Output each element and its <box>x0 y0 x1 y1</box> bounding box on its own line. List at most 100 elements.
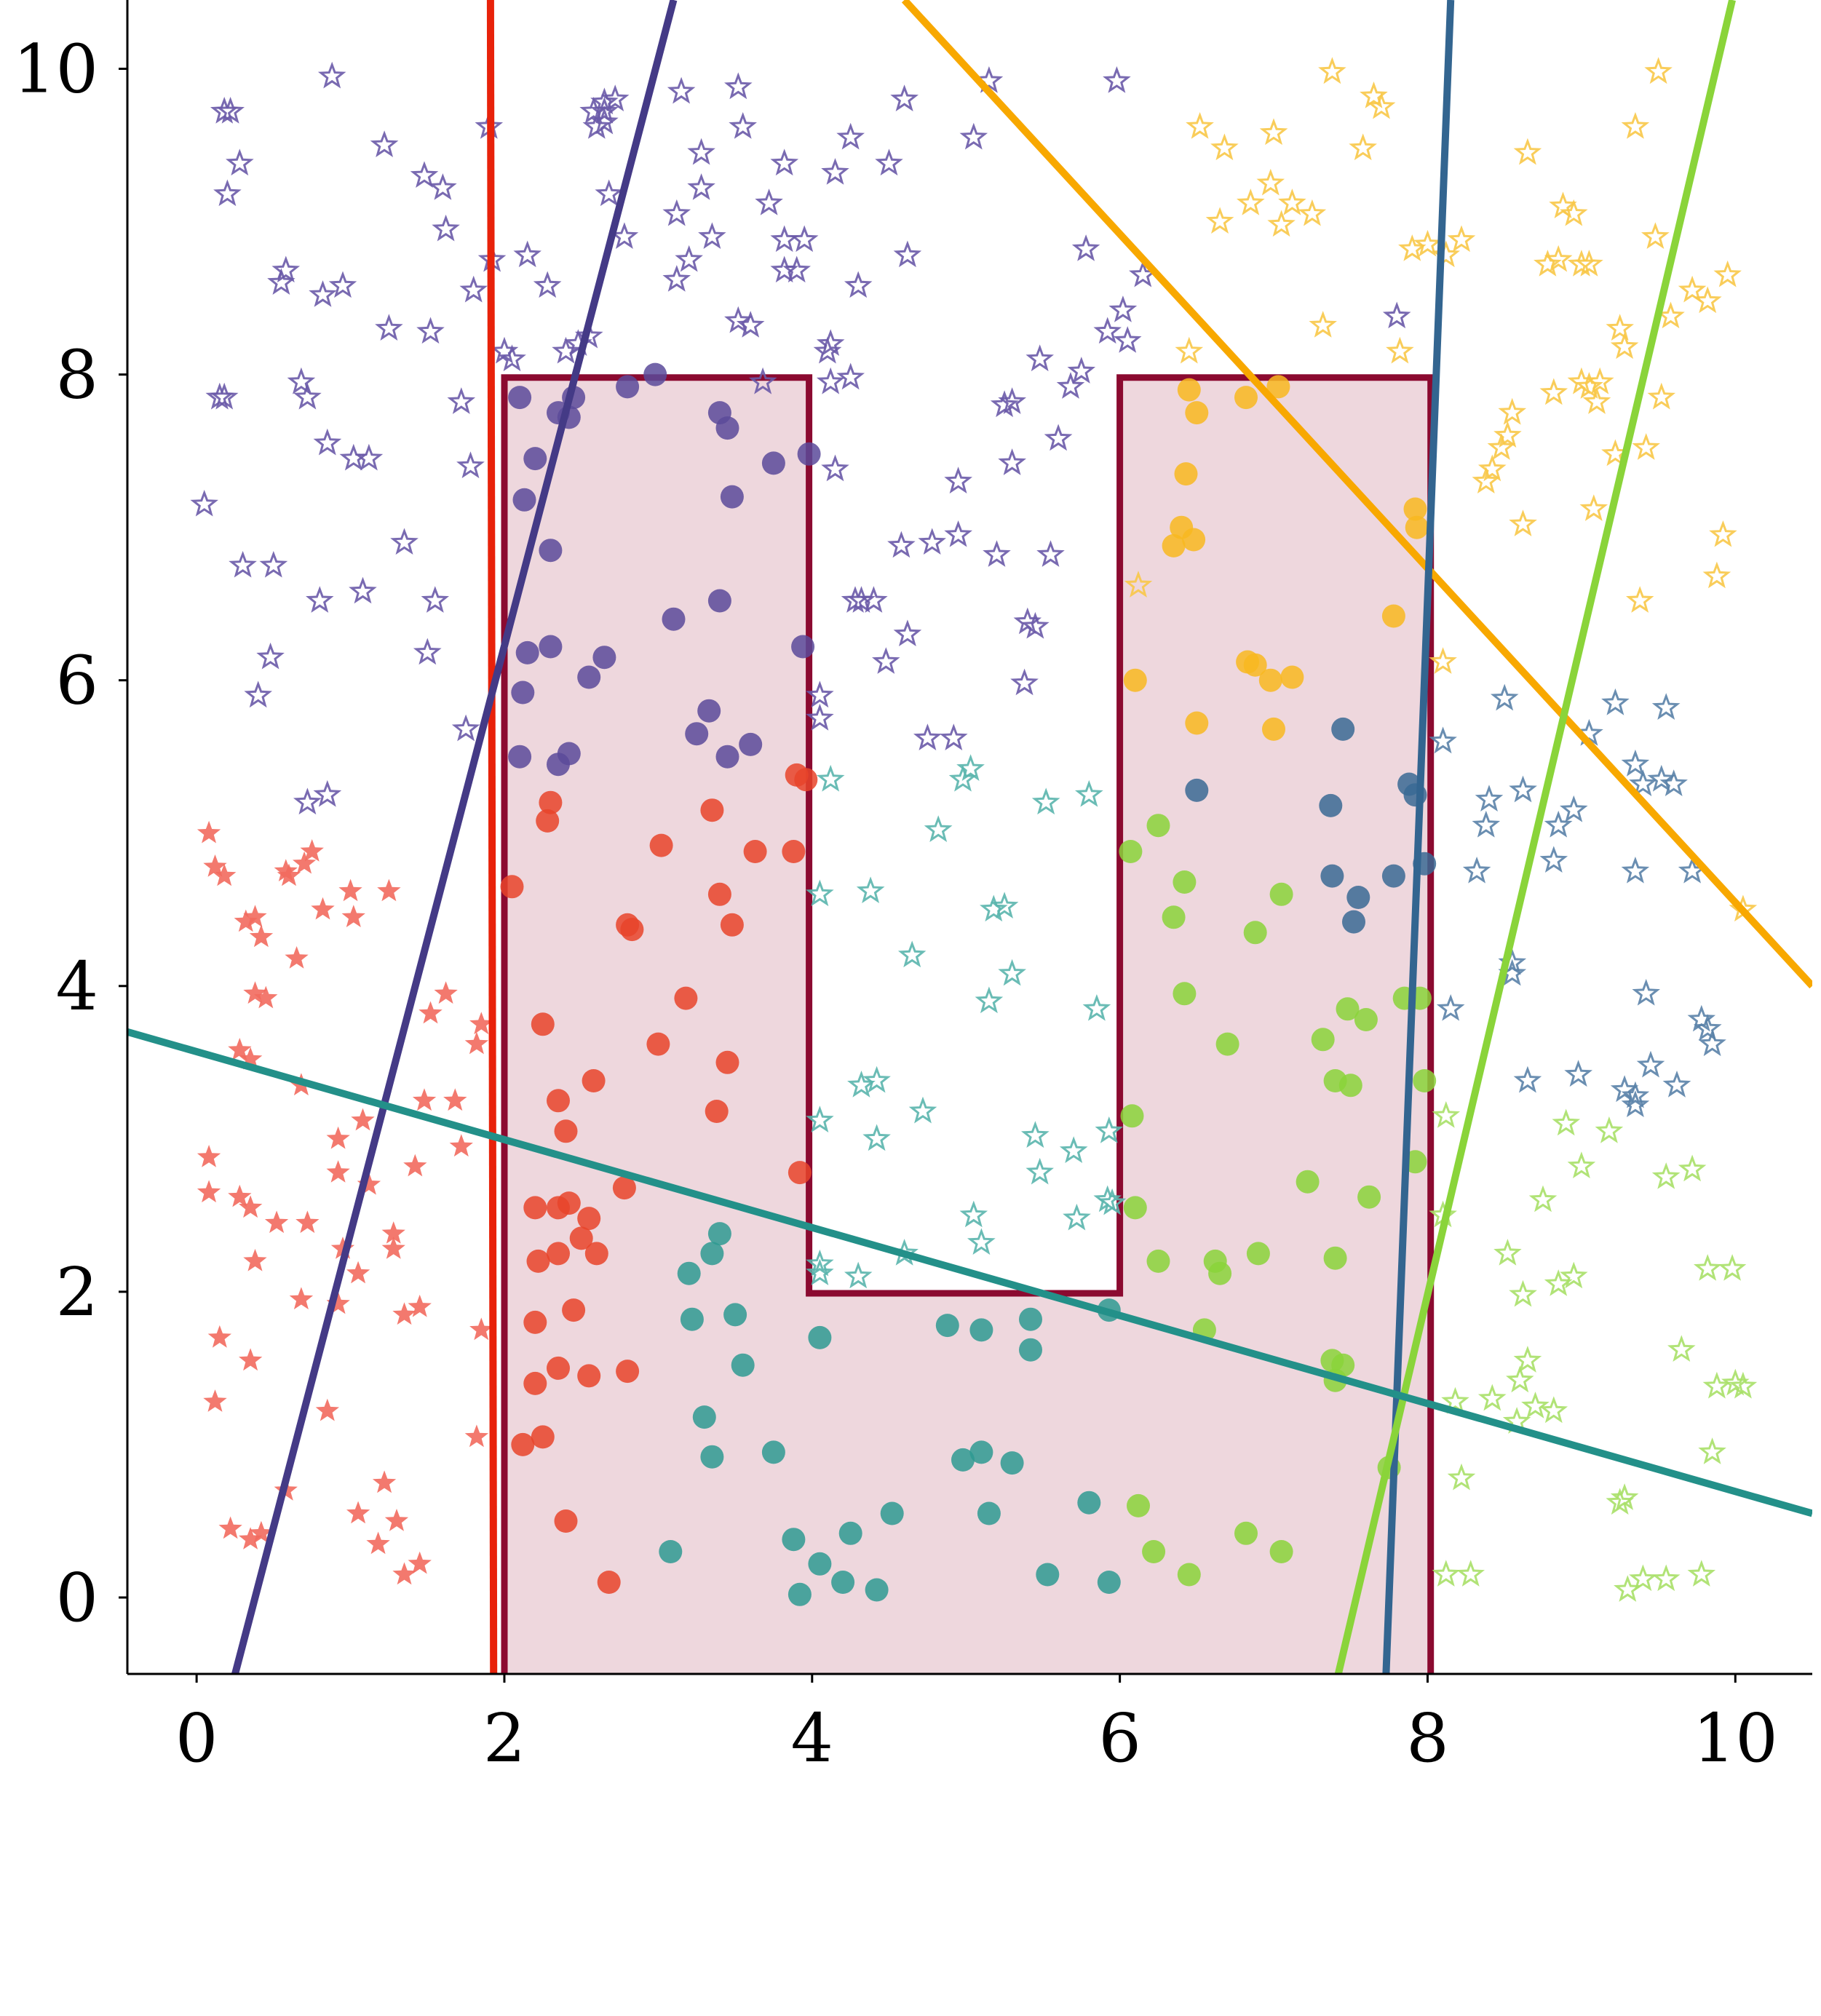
teal-inside-point <box>731 1353 755 1377</box>
teal-outside-star <box>806 879 834 907</box>
yellow-green-inside-point <box>1357 1185 1381 1209</box>
red-inside-point <box>715 1050 739 1074</box>
red-outside-star <box>443 1088 467 1111</box>
u-region-boundary <box>501 374 1435 1674</box>
points-layer <box>190 57 1758 1606</box>
orange-outside-star <box>1641 222 1670 249</box>
indigo-outside-star <box>940 723 968 750</box>
steel-blue-outside-star <box>1560 795 1588 822</box>
orange-outside-star <box>1709 520 1737 547</box>
red-inside-point <box>620 918 644 942</box>
teal-inside-point <box>977 1501 1001 1525</box>
yellow-green-inside-point <box>1246 1242 1270 1266</box>
teal-inside-point <box>935 1314 959 1338</box>
red-inside-point <box>707 882 731 906</box>
series-indigo-inside <box>508 362 821 777</box>
indigo-outside-star <box>513 240 541 268</box>
red-outside-star <box>239 1348 263 1371</box>
indigo-outside-star <box>244 680 272 708</box>
red-outside-star <box>203 1389 227 1412</box>
steel-blue-outside-star <box>1621 857 1650 884</box>
red-outside-star <box>239 1047 263 1070</box>
yellow-green-outside-star <box>1651 1162 1681 1189</box>
indigo-outside-star <box>210 97 239 124</box>
steel-blue-outside-star <box>1513 1065 1542 1093</box>
indigo-outside-star <box>271 255 301 283</box>
red-inside-point <box>743 840 767 863</box>
orange-outside-star <box>1259 118 1288 146</box>
teal-inside-point <box>831 1571 855 1594</box>
indigo-outside-star <box>724 72 753 100</box>
orange-outside-star <box>1278 188 1306 215</box>
red-outside-star <box>381 1221 405 1244</box>
yellow-green-outside-star <box>1702 1371 1731 1399</box>
indigo-inside-point <box>512 488 536 512</box>
orange-inside-point <box>1234 386 1258 410</box>
yellow-green-inside-point <box>1269 882 1293 906</box>
series-teal-outside <box>806 754 1127 1289</box>
yellow-green-outside-star <box>1606 1488 1634 1515</box>
orange-outside-star <box>1298 199 1327 226</box>
red-inside-point <box>554 1509 578 1533</box>
teal-outside-star <box>975 986 1004 1014</box>
yellow-green-outside-star <box>1432 1560 1461 1587</box>
indigo-outside-star <box>944 520 973 547</box>
steel-blue-outside-star <box>1509 775 1537 803</box>
orange-inside-point <box>1405 515 1429 539</box>
line-orange <box>901 0 1812 989</box>
orange-outside-star <box>1186 112 1214 139</box>
yellow-green-outside-star <box>1560 1261 1588 1289</box>
orange-outside-star <box>1575 372 1603 399</box>
red-inside-point <box>562 1298 586 1322</box>
indigo-outside-star <box>893 240 922 268</box>
yellow-green-inside-point <box>1331 1353 1355 1377</box>
yellow-green-inside-point <box>1354 1008 1378 1031</box>
red-inside-point <box>547 1089 570 1113</box>
red-inside-point <box>597 1571 621 1594</box>
indigo-outside-star <box>317 61 346 89</box>
indigo-outside-star <box>370 130 399 157</box>
steel-blue-inside-point <box>1185 778 1209 802</box>
red-outside-star <box>412 1088 437 1111</box>
teal-inside-point <box>838 1521 862 1545</box>
red-outside-star <box>464 1424 489 1448</box>
indigo-outside-star <box>748 367 777 394</box>
indigo-outside-star <box>498 344 526 372</box>
indigo-outside-star <box>662 199 691 226</box>
orange-outside-star <box>1625 586 1654 613</box>
orange-outside-star <box>1237 188 1265 215</box>
red-outside-star <box>239 1527 263 1549</box>
steel-blue-outside-star <box>1544 810 1573 838</box>
red-outside-star <box>434 981 458 1004</box>
yellow-green-inside-point <box>1142 1540 1166 1563</box>
red-outside-star <box>207 1325 231 1348</box>
teal-outside-star <box>924 815 953 842</box>
orange-outside-star <box>1360 82 1388 108</box>
steel-blue-outside-star <box>1651 693 1681 721</box>
teal-outside-star <box>862 1065 891 1093</box>
series-orange-outside <box>1124 57 1758 922</box>
indigo-outside-star <box>782 255 811 283</box>
orange-outside-star <box>1534 250 1562 277</box>
steel-blue-outside-star <box>1539 846 1568 873</box>
red-outside-star <box>330 1237 355 1259</box>
red-inside-point <box>557 1191 581 1215</box>
indigo-outside-star <box>533 271 562 298</box>
red-outside-star <box>326 1291 350 1314</box>
steel-blue-outside-star <box>1601 688 1630 715</box>
teal-outside-star <box>856 876 885 903</box>
red-outside-star <box>254 985 278 1009</box>
steel-blue-outside-star <box>1621 1081 1650 1108</box>
red-inside-point <box>584 1242 608 1266</box>
steel-blue-inside-point <box>1331 717 1355 741</box>
red-outside-star <box>197 1180 221 1203</box>
teal-outside-star <box>897 940 927 968</box>
red-outside-star <box>408 1551 432 1574</box>
steel-blue-outside-star <box>1436 994 1465 1021</box>
indigo-outside-star <box>226 148 254 176</box>
series-red-outside <box>197 820 493 1585</box>
teal-inside-point <box>659 1540 683 1563</box>
y-tick-label: 2 <box>55 1253 98 1331</box>
y-tick-label: 8 <box>55 336 98 414</box>
indigo-outside-star <box>421 586 450 613</box>
